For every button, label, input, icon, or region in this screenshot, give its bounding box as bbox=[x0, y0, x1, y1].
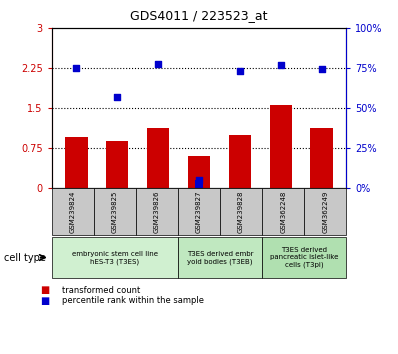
Point bbox=[114, 95, 120, 100]
Point bbox=[278, 63, 284, 68]
Text: GSM239825: GSM239825 bbox=[112, 190, 118, 233]
Text: GSM362249: GSM362249 bbox=[322, 190, 328, 233]
Point bbox=[318, 66, 325, 72]
Text: transformed count: transformed count bbox=[62, 286, 140, 295]
Text: GSM239826: GSM239826 bbox=[154, 190, 160, 233]
Text: GSM239827: GSM239827 bbox=[196, 190, 202, 233]
Bar bbox=[310, 128, 333, 188]
Text: GSM239828: GSM239828 bbox=[238, 190, 244, 233]
Bar bbox=[229, 135, 251, 188]
Text: cell type: cell type bbox=[4, 252, 46, 263]
Bar bbox=[269, 105, 292, 188]
Text: percentile rank within the sample: percentile rank within the sample bbox=[62, 296, 204, 306]
Point bbox=[196, 177, 202, 183]
Text: T3ES derived embr
yoid bodies (T3EB): T3ES derived embr yoid bodies (T3EB) bbox=[187, 251, 253, 264]
Text: ■: ■ bbox=[40, 285, 49, 295]
Point bbox=[73, 65, 80, 71]
Text: T3ES derived
pancreatic islet-like
cells (T3pi): T3ES derived pancreatic islet-like cells… bbox=[270, 247, 338, 268]
Bar bbox=[195, 180, 203, 188]
Text: embryonic stem cell line
hES-T3 (T3ES): embryonic stem cell line hES-T3 (T3ES) bbox=[72, 251, 158, 264]
Point bbox=[237, 69, 243, 74]
Point bbox=[155, 62, 161, 67]
Text: GSM239824: GSM239824 bbox=[70, 190, 76, 233]
Text: ■: ■ bbox=[40, 296, 49, 306]
Bar bbox=[106, 141, 129, 188]
Bar bbox=[65, 137, 88, 188]
Bar bbox=[188, 156, 210, 188]
Text: GDS4011 / 223523_at: GDS4011 / 223523_at bbox=[130, 9, 268, 22]
Text: GSM362248: GSM362248 bbox=[280, 190, 286, 233]
Bar bbox=[147, 128, 169, 188]
